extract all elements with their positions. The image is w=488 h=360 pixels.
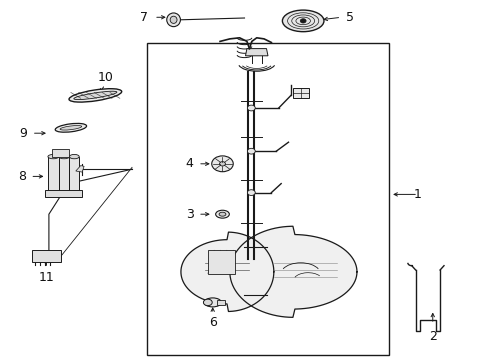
Bar [59, 157, 69, 191]
Ellipse shape [219, 212, 225, 216]
Ellipse shape [48, 154, 59, 159]
Circle shape [300, 19, 305, 23]
Bar [45, 190, 81, 197]
Circle shape [247, 190, 255, 195]
Circle shape [211, 156, 233, 172]
Text: 3: 3 [185, 208, 193, 221]
Bar [69, 157, 79, 191]
Ellipse shape [69, 89, 122, 102]
Bar [207, 250, 234, 274]
Text: 7: 7 [140, 11, 148, 24]
Ellipse shape [59, 154, 69, 159]
Ellipse shape [69, 154, 79, 159]
Text: 9: 9 [20, 127, 27, 140]
Text: 8: 8 [18, 170, 26, 183]
Bar [48, 157, 59, 191]
Ellipse shape [166, 13, 180, 27]
Ellipse shape [203, 299, 212, 306]
Polygon shape [245, 49, 267, 56]
Ellipse shape [74, 91, 117, 100]
Circle shape [219, 162, 225, 166]
Text: 4: 4 [185, 157, 193, 170]
Polygon shape [229, 226, 356, 317]
Bar [32, 250, 61, 262]
Circle shape [247, 148, 255, 154]
Text: 11: 11 [39, 271, 54, 284]
Bar [52, 149, 69, 157]
Text: 2: 2 [428, 330, 436, 343]
Circle shape [247, 105, 255, 111]
Bar [146, 43, 388, 355]
Text: 5: 5 [345, 11, 353, 24]
Polygon shape [181, 232, 273, 311]
Ellipse shape [55, 123, 86, 132]
Ellipse shape [60, 126, 81, 130]
Bar [293, 88, 308, 98]
Text: 1: 1 [413, 188, 421, 201]
Ellipse shape [282, 10, 323, 32]
Ellipse shape [204, 298, 221, 307]
Text: 10: 10 [97, 71, 113, 84]
Bar [216, 300, 225, 305]
Ellipse shape [170, 16, 177, 23]
Polygon shape [76, 166, 84, 172]
Ellipse shape [215, 210, 229, 218]
Text: 6: 6 [208, 316, 216, 329]
